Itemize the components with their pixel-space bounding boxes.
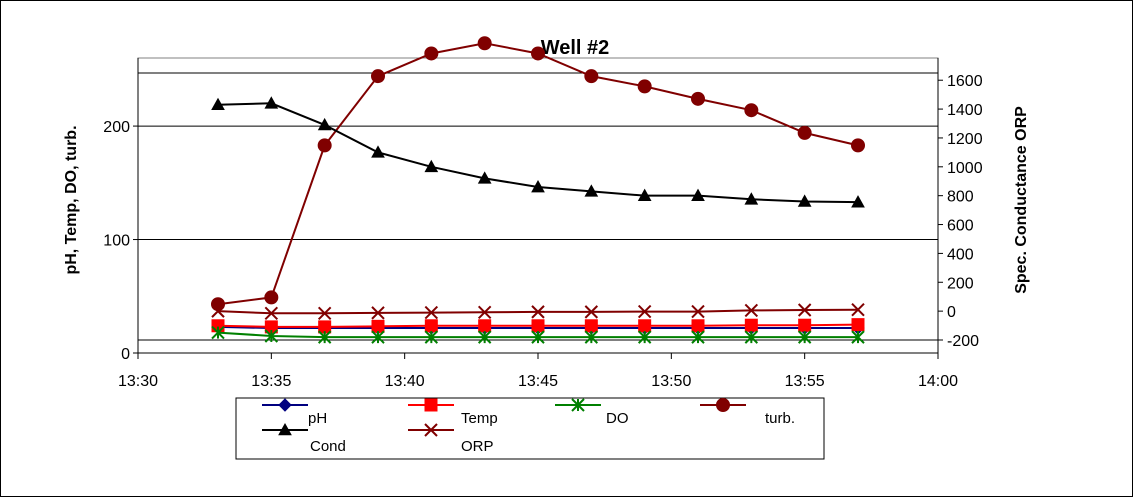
- data-point-temp: [799, 319, 811, 331]
- data-point-turb: [638, 80, 651, 93]
- x-tick-label: 13:55: [785, 373, 825, 390]
- y-right-tick-label: 1200: [947, 131, 983, 148]
- data-point-turb: [532, 47, 545, 60]
- y-right-tick-label: 0: [947, 304, 956, 321]
- y-right-tick-label: 200: [947, 275, 974, 292]
- data-point-temp: [532, 320, 544, 332]
- x-tick-label: 13:50: [651, 373, 691, 390]
- legend-label-orp: ORP: [461, 438, 494, 455]
- x-tick-label: 13:45: [518, 373, 558, 390]
- data-point-temp: [852, 319, 864, 331]
- data-point-temp: [319, 321, 331, 333]
- y-right-tick-label: 600: [947, 218, 974, 235]
- x-tick-label: 13:40: [385, 373, 425, 390]
- legend-label-ph: pH: [308, 410, 327, 427]
- data-point-temp: [425, 320, 437, 332]
- y-right-axis-title: Spec. Conductance ORP: [1013, 106, 1030, 294]
- y-right-tick-label: 1000: [947, 160, 983, 177]
- x-tick-label: 14:00: [918, 373, 958, 390]
- data-point-turb: [425, 47, 438, 60]
- data-point-temp: [372, 320, 384, 332]
- legend-label-temp: Temp: [461, 410, 498, 427]
- legend-marker-temp: [425, 399, 437, 411]
- y-left-tick-label: 0: [121, 346, 130, 363]
- y-right-tick-label: 1600: [947, 73, 983, 90]
- legend-marker-turb: [717, 399, 730, 412]
- data-point-turb: [798, 126, 811, 139]
- y-right-tick-label: -200: [947, 333, 979, 350]
- data-point-turb: [372, 70, 385, 83]
- data-point-turb: [318, 139, 331, 152]
- data-point-temp: [745, 319, 757, 331]
- data-point-turb: [265, 291, 278, 304]
- data-point-turb: [212, 298, 225, 311]
- y-left-axis-title: pH, Temp, DO, turb.: [63, 125, 80, 274]
- chart-title: Well #2: [541, 37, 610, 59]
- x-tick-label: 13:35: [251, 373, 291, 390]
- y-left-tick-label: 100: [103, 233, 130, 250]
- y-right-tick-label: 400: [947, 246, 974, 263]
- legend-label-turb: turb.: [765, 410, 795, 427]
- y-left-tick-label: 200: [103, 119, 130, 136]
- data-point-turb: [692, 92, 705, 105]
- y-right-tick-label: 800: [947, 189, 974, 206]
- data-point-turb: [585, 70, 598, 83]
- data-point-turb: [745, 104, 758, 117]
- data-point-temp: [479, 320, 491, 332]
- data-point-temp: [639, 320, 651, 332]
- data-point-temp: [585, 320, 597, 332]
- legend-label-cond: Cond: [310, 438, 346, 455]
- legend-label-do: DO: [606, 410, 629, 427]
- y-right-tick-label: 1400: [947, 102, 983, 119]
- data-point-turb: [852, 139, 865, 152]
- x-tick-label: 13:30: [118, 373, 158, 390]
- data-point-turb: [478, 37, 491, 50]
- data-point-temp: [692, 320, 704, 332]
- plot-area: [138, 58, 938, 353]
